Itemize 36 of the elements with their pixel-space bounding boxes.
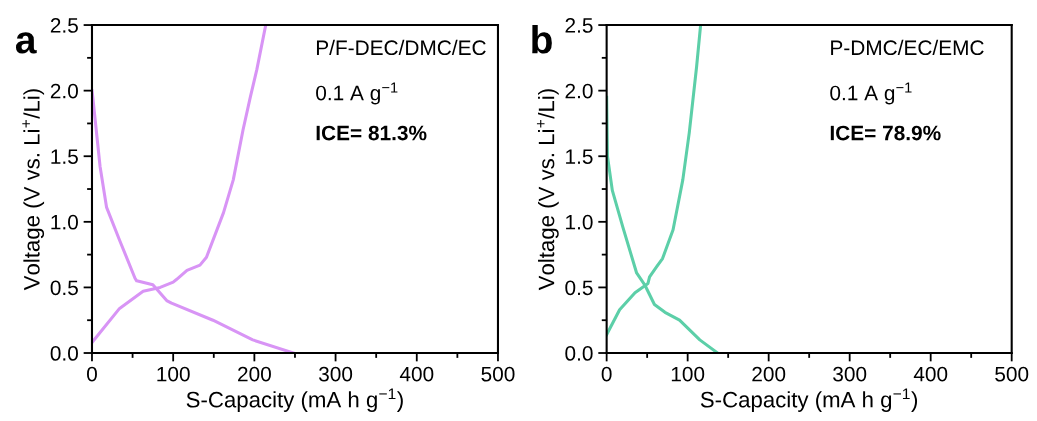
annotation: P-DMC/EC/EMC	[831, 39, 984, 56]
y-tick-label: 0.0	[50, 346, 78, 361]
annotation: ICE= 81.3%	[316, 125, 427, 141]
y-tick-label: 2.0	[565, 83, 593, 99]
annotation: 0.1 A g$^{−1}$	[316, 82, 398, 105]
x-tick-label: 300	[318, 366, 353, 382]
x-tick-label: 500	[995, 366, 1029, 382]
x-tick-label: 500	[481, 366, 515, 382]
annotation: 0.1 A g$^{−1}$	[830, 82, 912, 105]
annotation: P/F-DEC/DMC/EC	[316, 39, 486, 56]
y-tick-label: 1.0	[566, 214, 593, 230]
y-tick-label: 1.5	[566, 149, 593, 164]
x-tick-label: 200	[752, 366, 786, 382]
x-tick-label: 300	[833, 366, 867, 382]
y-tick-label: 2.0	[50, 83, 78, 99]
y-axis-title: Voltage (V vs. Li$^{+}$/Li)	[22, 89, 45, 291]
x-tick-label: 100	[671, 366, 705, 382]
text: a	[15, 32, 37, 54]
y-tick-label: 0.5	[50, 280, 78, 296]
x-axis-title: S-Capacity (mA h g$^{−1}$)	[186, 388, 403, 412]
x-tick-label: 0	[601, 366, 612, 382]
x-tick-label: 100	[157, 366, 190, 382]
x-tick-label: 200	[238, 366, 271, 382]
y-tick-label: 2.5	[50, 18, 78, 33]
y-axis-title: Voltage (V vs. Li$^{+}$/Li)	[536, 89, 559, 291]
y-tick-label: 1.0	[51, 214, 78, 230]
y-tick-label: 1.5	[51, 149, 78, 164]
annotation: ICE= 78.9%	[830, 125, 941, 141]
x-axis-title: S-Capacity (mA h g$^{−1}$)	[700, 388, 918, 412]
x-tick-label: 400	[399, 366, 434, 382]
y-tick-label: 2.5	[565, 18, 593, 33]
x-tick-label: 0	[87, 366, 97, 382]
text: b	[532, 25, 552, 54]
y-tick-label: 0.0	[565, 346, 593, 361]
x-tick-label: 400	[913, 366, 948, 382]
y-tick-label: 0.5	[565, 280, 593, 296]
